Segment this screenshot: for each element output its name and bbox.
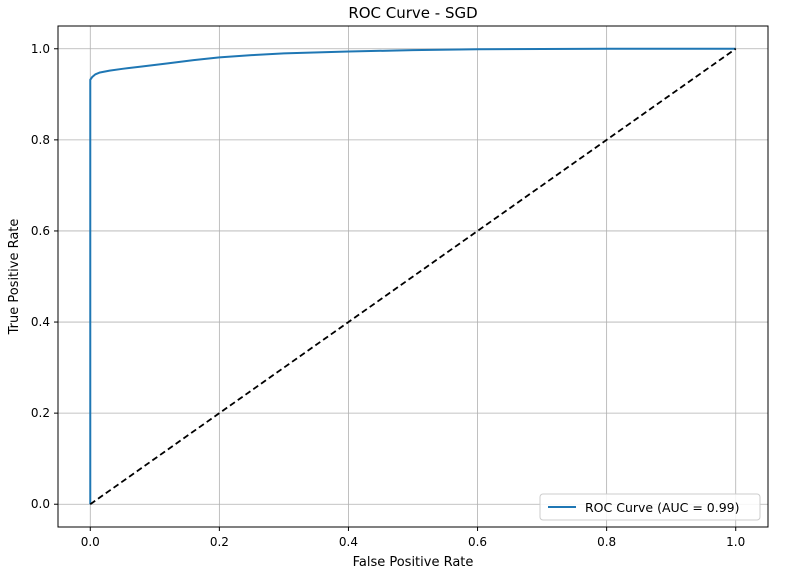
- series-layer: [89, 47, 737, 505]
- legend: ROC Curve (AUC = 0.99): [539, 493, 761, 521]
- y-tick-label: 0.8: [31, 133, 50, 147]
- y-tick-label: 0.0: [31, 497, 50, 511]
- x-tick-label: 0.4: [339, 535, 358, 549]
- roc-curve-line: [89, 47, 736, 505]
- y-axis-label: True Positive Rate: [7, 219, 22, 336]
- chance-diagonal-line: [89, 48, 737, 505]
- y-tick-label: 1.0: [31, 42, 50, 56]
- chart-title: ROC Curve - SGD: [348, 4, 477, 22]
- axis-ticks: 0.0 0.2 0.4 0.6 0.8 1.0 0.0 0.2 0.4 0.6 0.8 1.0: [31, 42, 745, 549]
- y-tick-label: 0.2: [31, 406, 50, 420]
- plot-frame: [57, 25, 769, 528]
- x-axis-label: False Positive Rate: [353, 555, 474, 570]
- legend-label-roc: ROC Curve (AUC = 0.99): [585, 500, 740, 515]
- x-tick-label: 0.2: [210, 535, 229, 549]
- x-tick-label: 0.6: [468, 535, 487, 549]
- legend-box: [539, 493, 761, 521]
- y-tick-label: 0.6: [31, 224, 50, 238]
- x-tick-label: 1.0: [726, 535, 745, 549]
- x-tick-label: 0.8: [597, 535, 616, 549]
- grid: [58, 26, 768, 527]
- y-tick-label: 0.4: [31, 315, 50, 329]
- x-tick-label: 0.0: [81, 535, 100, 549]
